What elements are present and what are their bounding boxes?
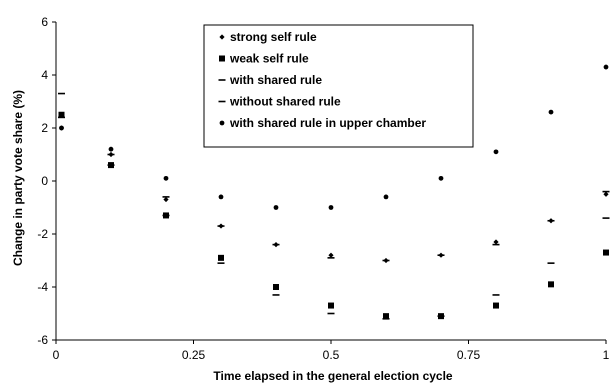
legend-label: with shared rule in upper chamber xyxy=(229,116,426,130)
data-point xyxy=(382,259,390,262)
x-tick-label: 0.5 xyxy=(323,348,340,362)
data-point xyxy=(163,196,169,203)
data-point xyxy=(437,254,445,256)
y-tick-label: -6 xyxy=(37,333,48,347)
data-point xyxy=(383,313,389,320)
data-point xyxy=(603,64,609,70)
data-point xyxy=(327,257,335,259)
legend-label: without shared rule xyxy=(229,95,341,109)
data-point xyxy=(58,92,65,95)
data-point xyxy=(383,194,389,200)
data-point xyxy=(59,125,64,131)
legend-item: without shared rule xyxy=(218,95,341,109)
data-point xyxy=(548,109,554,115)
data-point xyxy=(163,175,169,181)
x-axis-title: Time elapsed in the general election cyc… xyxy=(213,369,453,383)
legend-marker xyxy=(219,55,225,62)
data-point xyxy=(603,191,609,197)
legend-item: with shared rule in upper chamber xyxy=(219,116,426,130)
data-point xyxy=(272,243,280,246)
data-point xyxy=(58,116,65,119)
data-point xyxy=(547,219,555,222)
series-5 xyxy=(59,64,609,210)
legend-item: with shared rule xyxy=(218,73,322,87)
legend-label: weak self rule xyxy=(229,52,309,66)
x-tick-label: 1 xyxy=(603,348,610,362)
data-point xyxy=(107,153,115,156)
data-point xyxy=(272,294,280,296)
legend: strong self rule weak self rule with share… xyxy=(203,24,474,148)
data-point xyxy=(162,196,170,198)
data-point xyxy=(493,239,499,245)
y-tick-label: 6 xyxy=(41,15,48,29)
data-point xyxy=(328,302,334,309)
data-point xyxy=(492,294,500,296)
y-tick-label: -4 xyxy=(37,280,48,294)
data-point xyxy=(217,262,225,264)
series-3 xyxy=(58,92,610,262)
legend-marker xyxy=(219,34,225,40)
x-ticks: 0 0.25 0.5 0.75 1 xyxy=(53,340,610,362)
y-axis-title: Change in party vote share (%) xyxy=(11,90,25,266)
data-point xyxy=(438,175,444,181)
data-point xyxy=(162,214,170,217)
data-point xyxy=(107,164,115,166)
data-point xyxy=(603,249,609,256)
data-point xyxy=(58,111,65,118)
data-point xyxy=(328,205,334,210)
legend-marker xyxy=(218,79,226,81)
data-point xyxy=(437,315,445,317)
data-point xyxy=(217,225,225,227)
y-ticks: -6 -4 -2 0 2 4 6 xyxy=(37,15,56,347)
legend-box xyxy=(203,24,474,148)
data-point xyxy=(218,194,224,200)
data-points xyxy=(58,64,610,320)
data-point xyxy=(382,318,390,320)
data-point xyxy=(273,284,279,290)
data-point xyxy=(218,254,224,261)
legend-label: with shared rule xyxy=(229,73,322,87)
data-point xyxy=(492,243,500,246)
series-4 xyxy=(58,116,610,320)
data-point xyxy=(602,190,610,193)
y-tick-label: 0 xyxy=(41,174,48,188)
y-tick-label: 4 xyxy=(41,68,48,82)
x-tick-label: 0 xyxy=(53,348,60,362)
y-tick-label: 2 xyxy=(41,121,48,135)
data-point xyxy=(548,281,554,288)
data-point xyxy=(602,217,610,219)
data-point xyxy=(327,312,335,315)
legend-item: weak self rule xyxy=(219,52,309,66)
legend-marker xyxy=(218,100,226,103)
data-point xyxy=(328,252,334,258)
data-point xyxy=(547,262,555,264)
legend-marker xyxy=(219,120,225,126)
data-point xyxy=(108,146,114,152)
data-point xyxy=(493,302,499,309)
legend-label: strong self rule xyxy=(230,30,317,44)
x-tick-label: 0.25 xyxy=(182,348,206,362)
data-point xyxy=(493,149,499,155)
y-tick-label: -2 xyxy=(37,227,48,241)
data-point xyxy=(273,205,279,210)
x-tick-label: 0.75 xyxy=(457,348,481,362)
legend-item: strong self rule xyxy=(219,30,317,44)
